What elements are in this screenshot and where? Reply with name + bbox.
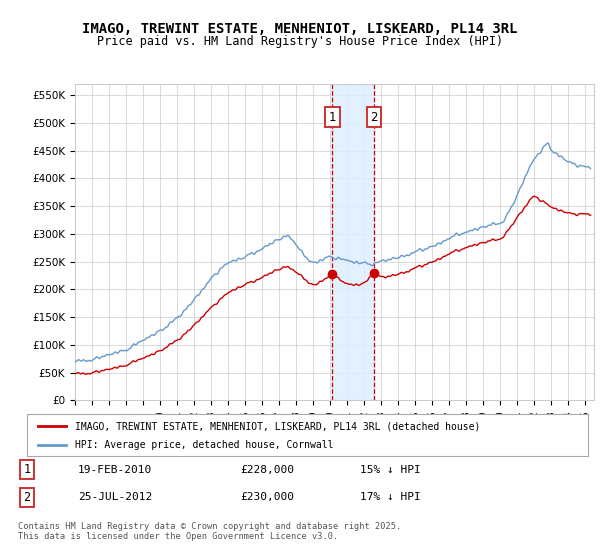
Text: HPI: Average price, detached house, Cornwall: HPI: Average price, detached house, Corn…: [74, 440, 333, 450]
Text: Price paid vs. HM Land Registry's House Price Index (HPI): Price paid vs. HM Land Registry's House …: [97, 35, 503, 48]
Text: IMAGO, TREWINT ESTATE, MENHENIOT, LISKEARD, PL14 3RL: IMAGO, TREWINT ESTATE, MENHENIOT, LISKEA…: [82, 22, 518, 36]
Text: 15% ↓ HPI: 15% ↓ HPI: [360, 465, 421, 475]
Text: £228,000: £228,000: [240, 465, 294, 475]
Text: 17% ↓ HPI: 17% ↓ HPI: [360, 492, 421, 502]
Bar: [332, 84, 374, 400]
Text: Contains HM Land Registry data © Crown copyright and database right 2025.
This d: Contains HM Land Registry data © Crown c…: [18, 522, 401, 542]
Text: 19-FEB-2010: 19-FEB-2010: [78, 465, 152, 475]
Text: IMAGO, TREWINT ESTATE, MENHENIOT, LISKEARD, PL14 3RL (detached house): IMAGO, TREWINT ESTATE, MENHENIOT, LISKEA…: [74, 421, 480, 431]
Text: 2: 2: [23, 491, 31, 504]
Text: 1: 1: [23, 463, 31, 476]
Text: 2: 2: [370, 111, 378, 124]
Text: 1: 1: [329, 111, 336, 124]
Text: £230,000: £230,000: [240, 492, 294, 502]
Text: 25-JUL-2012: 25-JUL-2012: [78, 492, 152, 502]
